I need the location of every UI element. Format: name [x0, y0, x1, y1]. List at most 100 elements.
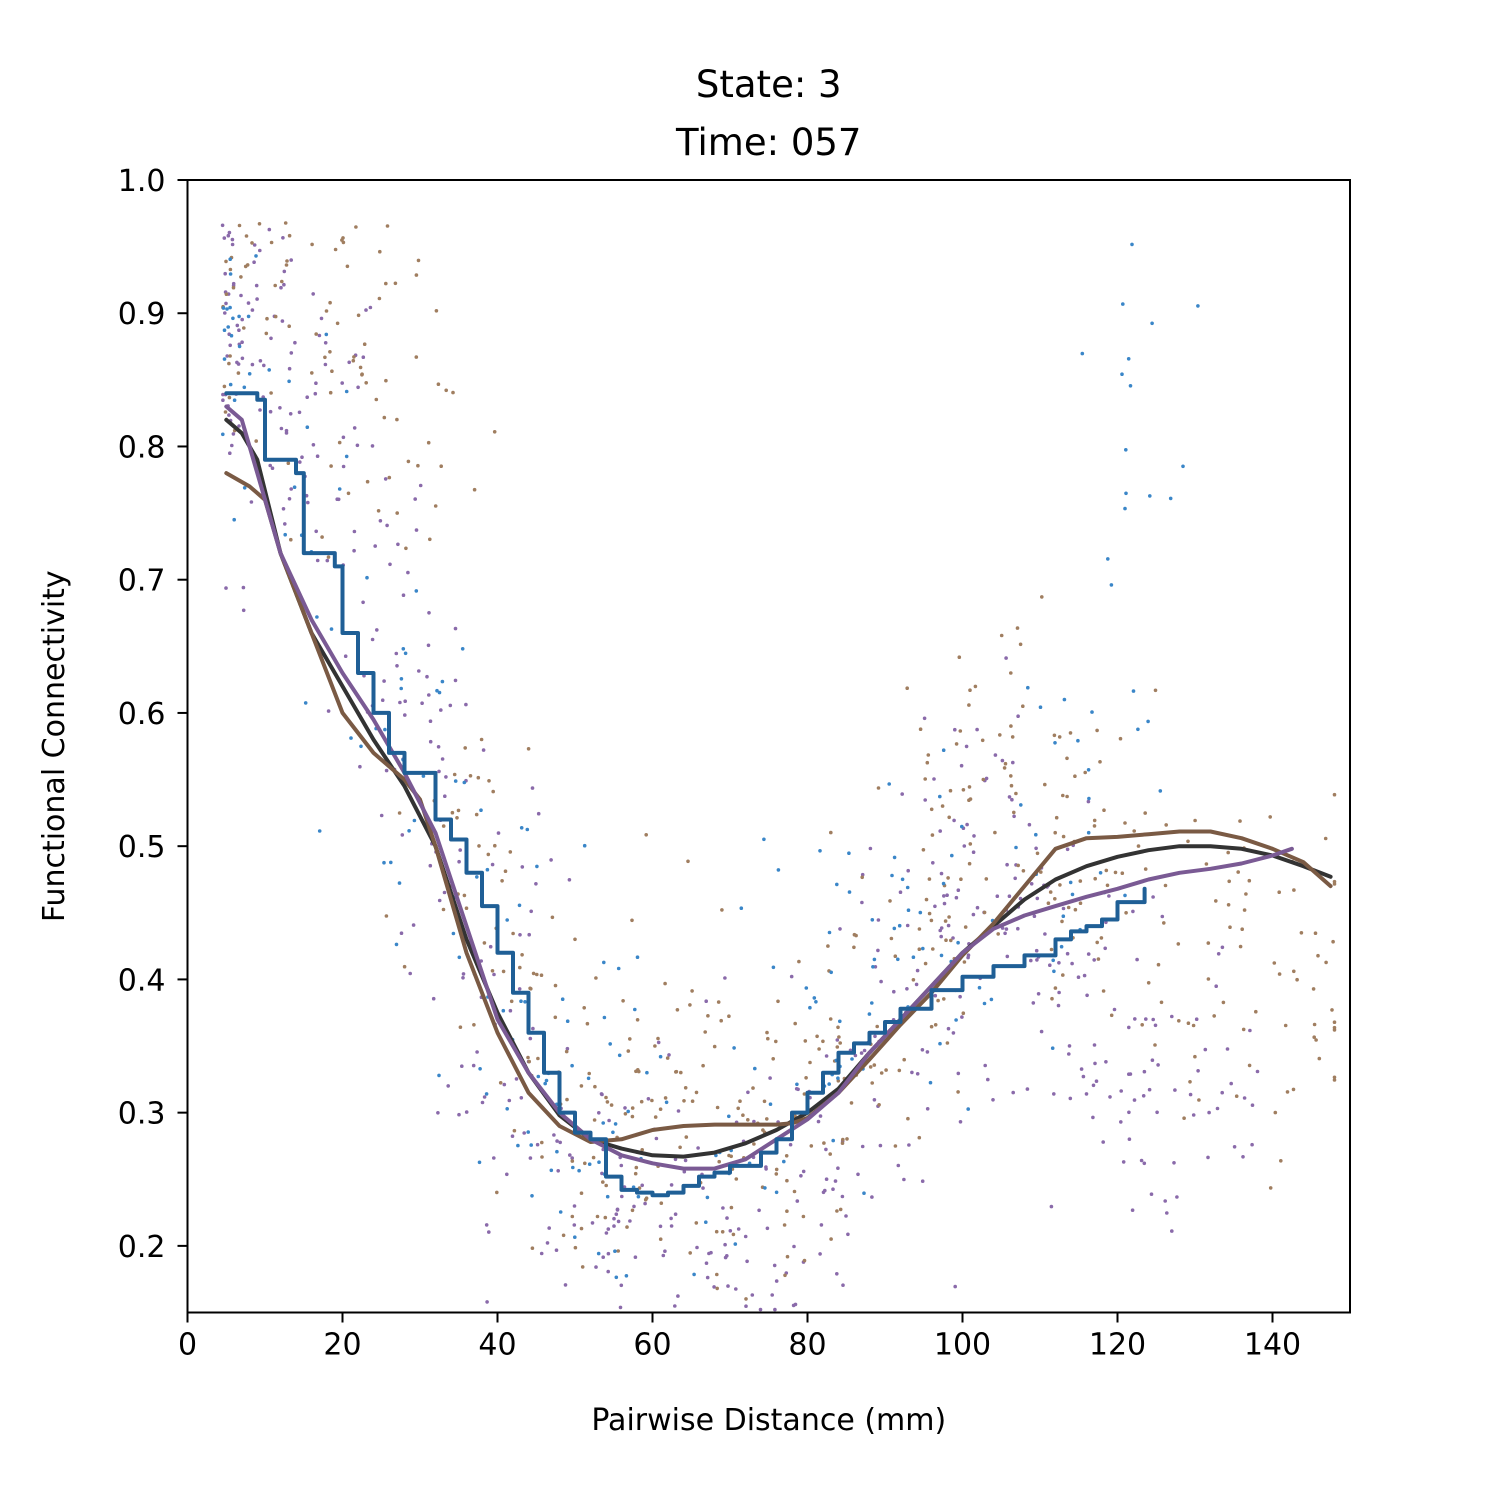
scatter-point [704, 999, 708, 1003]
scatter-point [475, 875, 479, 879]
scatter-point [1040, 595, 1044, 599]
scatter-point [471, 1063, 476, 1068]
scatter-point [733, 1242, 738, 1246]
scatter-point [284, 431, 289, 435]
scatter-point [536, 1074, 541, 1079]
scatter-point [311, 292, 316, 296]
scatter-point [1085, 993, 1089, 998]
scatter-point [1277, 890, 1281, 894]
scatter-point [860, 1144, 865, 1149]
scatter-point [1034, 846, 1038, 851]
scatter-point [289, 351, 294, 355]
scatter-point [635, 1018, 640, 1022]
scatter-point [960, 824, 964, 829]
scatter-point [235, 360, 239, 365]
scatter-point [393, 281, 398, 286]
scatter-point [812, 996, 817, 1000]
scatter-point [228, 451, 232, 456]
scatter-point [545, 1241, 550, 1245]
scatter-point [852, 932, 857, 937]
scatter-point [269, 240, 274, 245]
scatter-point [1068, 1096, 1073, 1101]
scatter-point [774, 1172, 779, 1176]
scatter-point [664, 1100, 669, 1105]
scatter-point [549, 858, 553, 862]
scatter-point [570, 1063, 574, 1068]
scatter-point [1226, 903, 1231, 907]
scatter-point [351, 358, 356, 363]
scatter-point [360, 372, 364, 377]
scatter-point [1130, 1208, 1135, 1212]
scatter-point [917, 947, 922, 951]
scatter-point [1026, 685, 1030, 690]
scatter-point [582, 1006, 586, 1010]
scatter-point [862, 1048, 867, 1053]
scatter-point [1193, 818, 1197, 823]
scatter-point [975, 727, 979, 732]
scatter-point [221, 398, 225, 403]
scatter-point [237, 223, 242, 228]
x-tick-label: 120 [1089, 1328, 1146, 1363]
scatter-point [1027, 822, 1032, 827]
scatter-point [816, 1119, 821, 1124]
scatter-point [1121, 302, 1125, 306]
scatter-point [324, 309, 329, 313]
scatter-point [315, 454, 320, 459]
scatter-point [476, 775, 481, 780]
scatter-point [879, 1071, 884, 1075]
scatter-point [1095, 940, 1099, 945]
scatter-point [221, 392, 225, 397]
scatter-point [809, 1144, 814, 1148]
scatter-point [676, 1294, 680, 1298]
scatter-point [265, 316, 269, 321]
scatter-point [278, 406, 282, 410]
scatter-point [463, 746, 468, 750]
scatter-point [1248, 1028, 1252, 1033]
scatter-point [1087, 796, 1091, 801]
x-tick-label: 40 [478, 1328, 516, 1363]
scatter-point [436, 745, 441, 749]
scatter-point [1227, 879, 1231, 884]
scatter-point [841, 1137, 845, 1142]
scatter-point [939, 934, 943, 939]
scatter-point [490, 969, 495, 973]
scatter-point [344, 389, 349, 394]
scatter-point [1062, 697, 1067, 702]
scatter-point [1176, 942, 1181, 946]
scatter-point [228, 382, 233, 387]
scatter-point [630, 1106, 635, 1110]
scatter-point [1014, 845, 1018, 850]
scatter-point [464, 702, 468, 707]
scatter-point [1053, 741, 1057, 745]
scatter-point [690, 1099, 695, 1103]
scatter-point [726, 1284, 730, 1288]
scatter-point [604, 1183, 608, 1188]
scatter-point [682, 1099, 686, 1103]
scatter-point [1168, 496, 1173, 501]
scatter-point [329, 464, 333, 468]
scatter-point [1247, 1063, 1252, 1068]
scatter-point [745, 1259, 749, 1264]
scatter-point [398, 700, 402, 705]
scatter-point [801, 1214, 806, 1219]
scatter-point [223, 311, 227, 315]
scatter-point [921, 946, 925, 951]
scatter-point [915, 1072, 920, 1076]
scatter-point [242, 486, 247, 490]
scatter-point [346, 491, 351, 496]
scatter-point [939, 871, 944, 876]
scatter-point [905, 885, 910, 890]
scatter-point [1091, 1083, 1096, 1088]
scatter-point [933, 993, 938, 998]
scatter-point [789, 974, 794, 979]
scatter-point [984, 877, 989, 881]
scatter-point [222, 328, 227, 333]
scatter-point [229, 333, 234, 338]
scatter-point [633, 1255, 638, 1259]
scatter-point [1048, 890, 1053, 894]
scatter-point [570, 1159, 575, 1163]
scatter-point [1005, 954, 1010, 959]
scatter-point [231, 432, 236, 436]
scatter-point [382, 860, 386, 865]
